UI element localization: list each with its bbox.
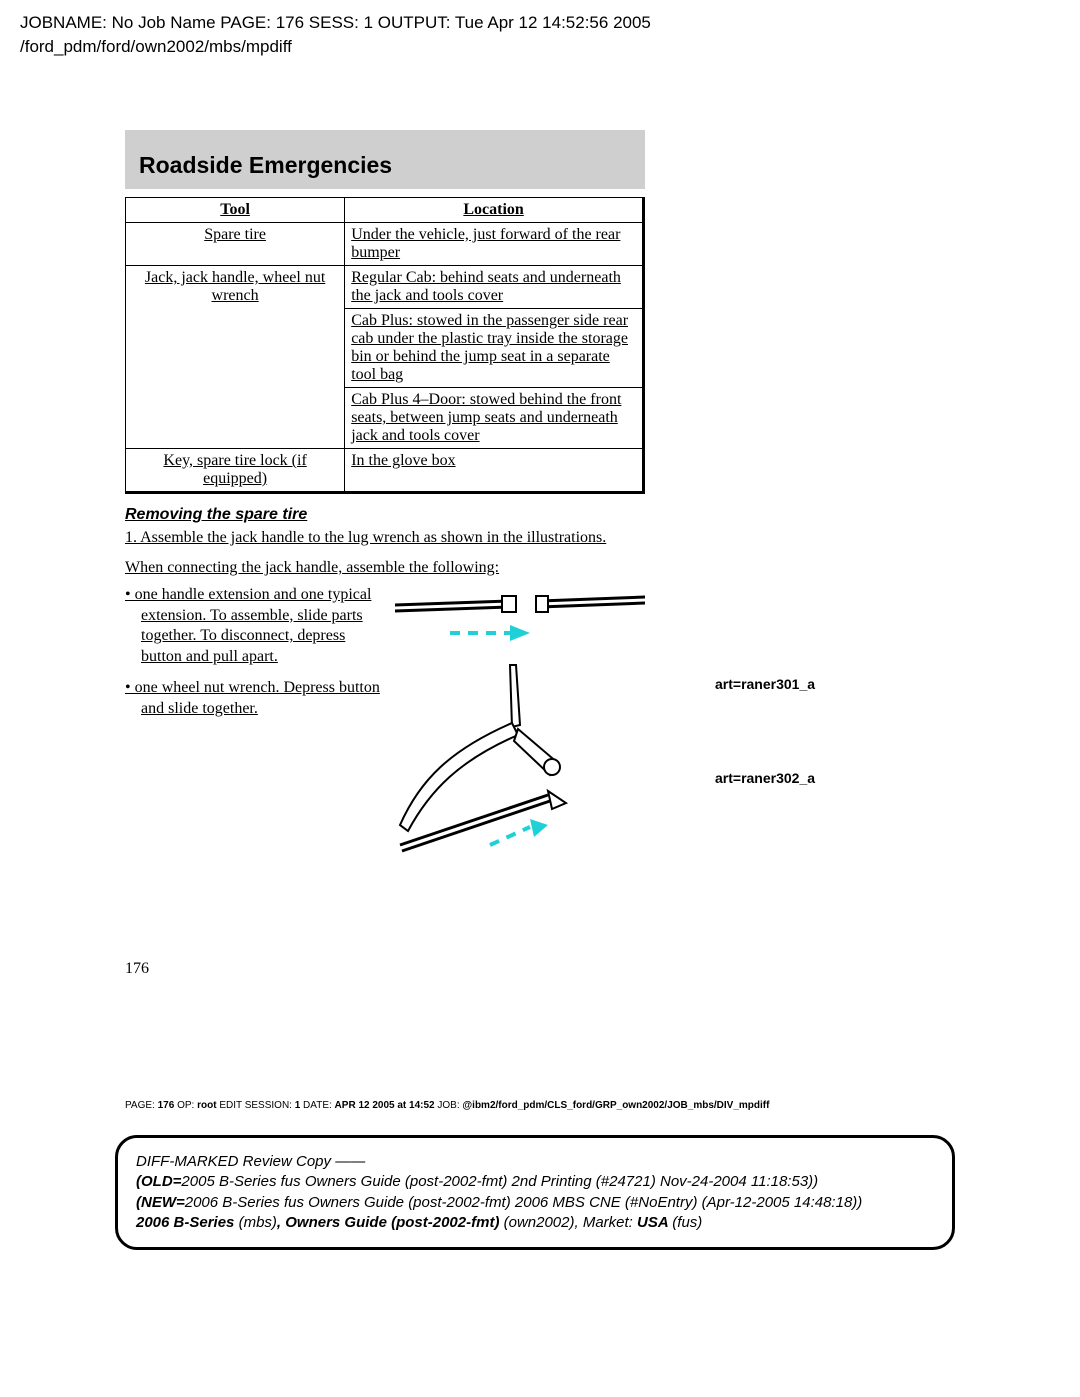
connecting-line: When connecting the jack handle, assembl… <box>125 558 895 579</box>
body-area: Roadside Emergencies Tool Location Spare… <box>125 130 895 865</box>
meta-page: 176 <box>158 1100 175 1111</box>
th-location: Location <box>345 198 644 223</box>
rl4a: 2006 B-Series <box>136 1214 239 1231</box>
review-old-text: 2005 B-Series fus Owners Guide (post-200… <box>181 1173 818 1190</box>
art-label-2: art=raner302_a <box>715 770 815 786</box>
review-line1: DIFF-MARKED Review Copy —— <box>136 1152 934 1172</box>
figure-handle-extension <box>390 585 645 655</box>
right-column <box>390 585 645 865</box>
meta-text: PAGE: <box>125 1100 158 1111</box>
rl4e: , Market: <box>575 1214 638 1231</box>
cell-location: In the glove box <box>345 449 644 493</box>
job-header-line2: /ford_pdm/ford/own2002/mbs/mpdiff <box>20 36 651 58</box>
bullet-item: • one wheel nut wrench. Depress button a… <box>125 678 390 720</box>
subheading: Removing the spare tire <box>125 506 895 524</box>
meta-date: APR 12 2005 at 14:52 <box>335 1100 435 1111</box>
review-line3: (NEW=2006 B-Series fus Owners Guide (pos… <box>136 1193 934 1213</box>
table-row: Spare tire Under the vehicle, just forwa… <box>126 223 644 266</box>
meta-text: OP: <box>174 1100 197 1111</box>
art-label-1: art=raner301_a <box>715 676 815 692</box>
cell-location: Regular Cab: behind seats and underneath… <box>345 266 644 309</box>
meta-op: root <box>197 1100 216 1111</box>
review-line4: 2006 B-Series (mbs), Owners Guide (post-… <box>136 1213 934 1233</box>
footer-metadata: PAGE: 176 OP: root EDIT SESSION: 1 DATE:… <box>125 1100 950 1111</box>
bullet-item: • one handle extension and one typical e… <box>125 585 390 668</box>
review-new-text: 2006 B-Series fus Owners Guide (post-200… <box>185 1194 863 1211</box>
rl4c: , Owners Guide (post-2002-fmt) <box>277 1214 504 1231</box>
meta-job: @ibm2/ford_pdm/CLS_ford/GRP_own2002/JOB_… <box>462 1100 769 1111</box>
review-old-label: (OLD= <box>136 1173 181 1190</box>
table-row: Key, spare tire lock (if equipped) In th… <box>126 449 644 493</box>
step-1: 1. Assemble the jack handle to the lug w… <box>141 528 895 548</box>
rl4g: (fus) <box>672 1214 702 1231</box>
title-bar: Roadside Emergencies <box>125 130 645 189</box>
cell-location: Cab Plus 4–Door: stowed behind the front… <box>345 388 644 449</box>
cell-location: Cab Plus: stowed in the passenger side r… <box>345 309 644 388</box>
job-header-line1: JOBNAME: No Job Name PAGE: 176 SESS: 1 O… <box>20 12 651 34</box>
review-box: DIFF-MARKED Review Copy —— (OLD=2005 B-S… <box>115 1135 955 1250</box>
job-header: JOBNAME: No Job Name PAGE: 176 SESS: 1 O… <box>20 12 651 58</box>
table-header-row: Tool Location <box>126 198 644 223</box>
th-tool: Tool <box>126 198 345 223</box>
rl4b: (mbs) <box>239 1214 277 1231</box>
page-root: JOBNAME: No Job Name PAGE: 176 SESS: 1 O… <box>0 0 1080 1397</box>
table-row: Jack, jack handle, wheel nut wrench Regu… <box>126 266 644 309</box>
review-line2: (OLD=2005 B-Series fus Owners Guide (pos… <box>136 1172 934 1192</box>
rl4f: USA <box>637 1214 672 1231</box>
section-title: Roadside Emergencies <box>139 152 631 179</box>
cell-location: Under the vehicle, just forward of the r… <box>345 223 644 266</box>
meta-text: DATE: <box>300 1100 334 1111</box>
cell-tool: Spare tire <box>126 223 345 266</box>
meta-text: EDIT SESSION: <box>217 1100 295 1111</box>
page-number: 176 <box>125 960 149 978</box>
figure-lug-wrench <box>390 655 645 865</box>
two-column: • one handle extension and one typical e… <box>125 585 895 865</box>
cell-tool: Key, spare tire lock (if equipped) <box>126 449 345 493</box>
review-new-label: (NEW= <box>136 1194 185 1211</box>
cell-tool: Jack, jack handle, wheel nut wrench <box>126 266 345 449</box>
left-column: • one handle extension and one typical e… <box>125 585 390 865</box>
tool-table: Tool Location Spare tire Under the vehic… <box>125 197 645 494</box>
meta-text: JOB: <box>435 1100 463 1111</box>
rl4d: (own2002) <box>504 1214 575 1231</box>
